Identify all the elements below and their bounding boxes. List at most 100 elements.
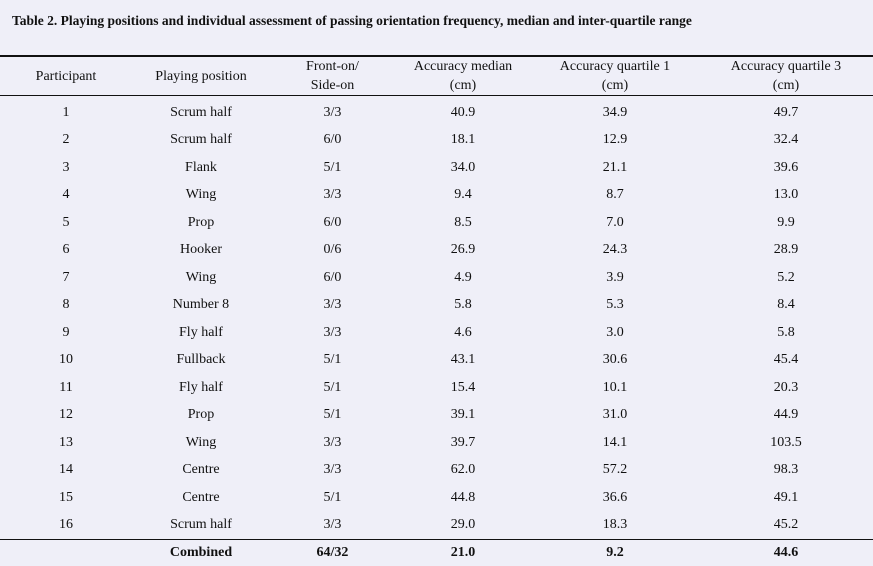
table-cell: 21.1 bbox=[531, 154, 699, 182]
table-cell: 10.1 bbox=[531, 374, 699, 402]
table-cell: Centre bbox=[132, 457, 270, 485]
table-cell: 20.3 bbox=[699, 374, 873, 402]
combined-cell: 44.6 bbox=[699, 540, 873, 566]
table-cell: 31.0 bbox=[531, 402, 699, 430]
table-cell: 98.3 bbox=[699, 457, 873, 485]
table-caption: Table 2. Playing positions and individua… bbox=[12, 10, 862, 32]
table-cell: 7.0 bbox=[531, 209, 699, 237]
table-cell: 3 bbox=[0, 154, 132, 182]
table-cell: Wing bbox=[132, 264, 270, 292]
table-cell: 12 bbox=[0, 402, 132, 430]
table-cell: 15.4 bbox=[395, 374, 531, 402]
table-cell: 30.6 bbox=[531, 347, 699, 375]
table-cell: 13.0 bbox=[699, 182, 873, 210]
column-header: Playing position bbox=[132, 56, 270, 96]
table-cell: 16 bbox=[0, 512, 132, 540]
table-cell: 3/3 bbox=[270, 292, 395, 320]
combined-cell: 64/32 bbox=[270, 540, 395, 566]
column-header-line1: Accuracy quartile 3 bbox=[731, 59, 841, 74]
table-cell: Number 8 bbox=[132, 292, 270, 320]
table-cell: Prop bbox=[132, 402, 270, 430]
combined-cell: 9.2 bbox=[531, 540, 699, 566]
table-cell: 45.4 bbox=[699, 347, 873, 375]
table-cell: 3/3 bbox=[270, 512, 395, 540]
table-cell: 44.8 bbox=[395, 484, 531, 512]
table-cell: 39.7 bbox=[395, 429, 531, 457]
table-cell: 8.7 bbox=[531, 182, 699, 210]
table-cell: Prop bbox=[132, 209, 270, 237]
table-cell: 18.3 bbox=[531, 512, 699, 540]
table-cell: 62.0 bbox=[395, 457, 531, 485]
table-cell: 12.9 bbox=[531, 127, 699, 155]
table-cell: 3/3 bbox=[270, 96, 395, 127]
column-header-line1: Accuracy quartile 1 bbox=[560, 59, 670, 74]
header-row: Participant Playing position Front-on/Side… bbox=[0, 56, 873, 96]
table-cell: 13 bbox=[0, 429, 132, 457]
column-header-line2: (cm) bbox=[450, 78, 476, 93]
table-cell: 5 bbox=[0, 209, 132, 237]
table-cell: 3.9 bbox=[531, 264, 699, 292]
table-cell: Centre bbox=[132, 484, 270, 512]
results-table: Participant Playing position Front-on/Side… bbox=[0, 55, 873, 566]
table-cell: 5.8 bbox=[395, 292, 531, 320]
column-header: Participant bbox=[0, 56, 132, 96]
combined-cell: Combined bbox=[132, 540, 270, 566]
column-header-line1: Playing position bbox=[155, 69, 246, 84]
table-cell: 3/3 bbox=[270, 182, 395, 210]
table-cell: 57.2 bbox=[531, 457, 699, 485]
table-cell: 10 bbox=[0, 347, 132, 375]
table-cell: 32.4 bbox=[699, 127, 873, 155]
combined-cell: 21.0 bbox=[395, 540, 531, 566]
table-cell: 8 bbox=[0, 292, 132, 320]
table-cell: 14 bbox=[0, 457, 132, 485]
table-cell: Fly half bbox=[132, 374, 270, 402]
table-cell: Fullback bbox=[132, 347, 270, 375]
table-cell: 18.1 bbox=[395, 127, 531, 155]
column-header-line2: Side-on bbox=[311, 78, 355, 93]
column-header-line1: Front-on/ bbox=[306, 59, 359, 74]
column-header: Accuracy quartile 3 (cm) bbox=[699, 56, 873, 96]
table-cell: 15 bbox=[0, 484, 132, 512]
table-cell: 44.9 bbox=[699, 402, 873, 430]
table-cell: 3/3 bbox=[270, 457, 395, 485]
table-cell: 49.7 bbox=[699, 96, 873, 127]
table-cell: 103.5 bbox=[699, 429, 873, 457]
table-cell: 5.3 bbox=[531, 292, 699, 320]
table-cell: 6 bbox=[0, 237, 132, 265]
table-cell: 5/1 bbox=[270, 402, 395, 430]
column-header-line1: Accuracy median bbox=[414, 59, 512, 74]
table-cell: 45.2 bbox=[699, 512, 873, 540]
column-header: Accuracy quartile 1(cm) bbox=[531, 56, 699, 96]
table-cell: Wing bbox=[132, 429, 270, 457]
table-cell: 9 bbox=[0, 319, 132, 347]
column-header-line2: (cm) bbox=[773, 78, 799, 93]
table-cell: 8.5 bbox=[395, 209, 531, 237]
table-cell: 8.4 bbox=[699, 292, 873, 320]
table-cell: 28.9 bbox=[699, 237, 873, 265]
table-cell: 49.1 bbox=[699, 484, 873, 512]
table-cell: 4.9 bbox=[395, 264, 531, 292]
table-cell: 39.6 bbox=[699, 154, 873, 182]
table-cell: 2 bbox=[0, 127, 132, 155]
table-cell: 40.9 bbox=[395, 96, 531, 127]
combined-cell bbox=[0, 540, 132, 566]
table-cell: 7 bbox=[0, 264, 132, 292]
table-cell: 5/1 bbox=[270, 154, 395, 182]
table-cell: 34.9 bbox=[531, 96, 699, 127]
table-cell: 43.1 bbox=[395, 347, 531, 375]
table-cell: Scrum half bbox=[132, 512, 270, 540]
column-header: Front-on/Side-on bbox=[270, 56, 395, 96]
table-cell: 5/1 bbox=[270, 347, 395, 375]
table-cell: 5/1 bbox=[270, 374, 395, 402]
table-cell: 5.2 bbox=[699, 264, 873, 292]
table-cell: 6/0 bbox=[270, 127, 395, 155]
